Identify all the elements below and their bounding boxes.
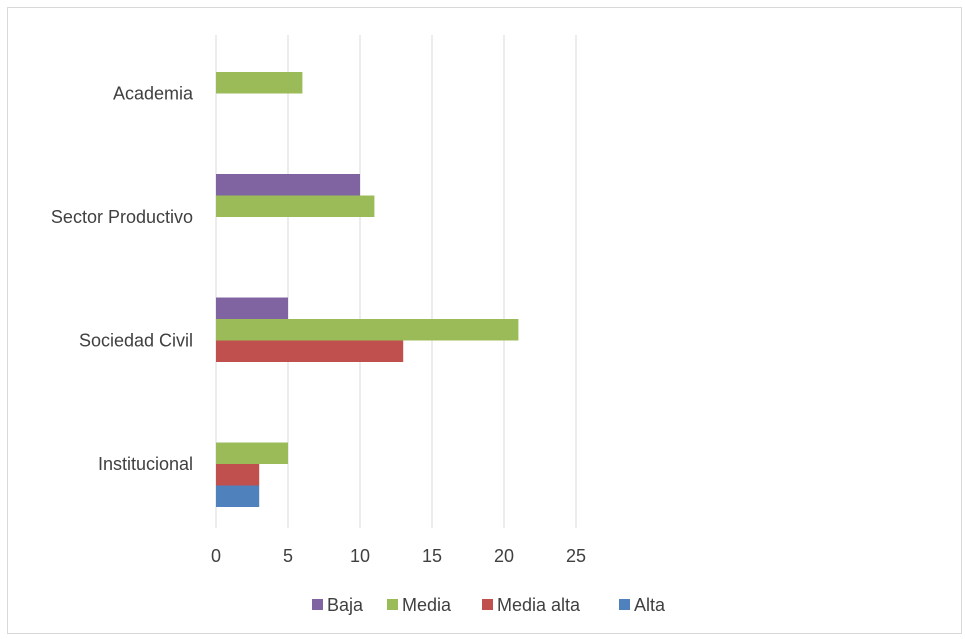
category-labels: Institucional Sociedad Civil Sector Produc… <box>51 84 194 475</box>
bar-sector-productivo-media <box>216 195 375 217</box>
legend-label-baja: Baja <box>327 595 364 615</box>
bar-academia-media <box>216 72 303 94</box>
bar-institucional-media <box>216 442 288 464</box>
bars <box>216 72 519 507</box>
bar-sociedad-civil-media <box>216 319 519 341</box>
bar-sector-productivo-baja <box>216 174 360 196</box>
legend-label-media-alta: Media alta <box>497 595 581 615</box>
category-label-sector-productivo: Sector Productivo <box>51 207 193 227</box>
bar-institucional-media-alta <box>216 464 260 486</box>
legend-swatch-baja <box>312 599 323 610</box>
bar-institucional-alta <box>216 485 260 507</box>
legend-swatch-media-alta <box>482 599 493 610</box>
legend-swatch-media <box>387 599 398 610</box>
category-label-institucional: Institucional <box>98 454 193 474</box>
category-label-sociedad-civil: Sociedad Civil <box>79 331 193 351</box>
bar-sociedad-civil-baja <box>216 297 288 319</box>
category-label-academia: Academia <box>113 84 194 104</box>
legend-label-media: Media <box>402 595 452 615</box>
x-tick-label-5: 5 <box>283 546 293 566</box>
x-tick-label-20: 20 <box>494 546 514 566</box>
x-tick-label-0: 0 <box>211 546 221 566</box>
legend-label-alta: Alta <box>634 595 666 615</box>
x-tick-label-15: 15 <box>422 546 442 566</box>
x-tick-label-10: 10 <box>350 546 370 566</box>
x-tick-label-25: 25 <box>566 546 586 566</box>
bar-sociedad-civil-media-alta <box>216 340 404 362</box>
legend: Baja Media Media alta Alta <box>312 595 666 615</box>
legend-swatch-alta <box>619 599 630 610</box>
x-tick-labels: 0 5 10 15 20 25 <box>211 546 586 566</box>
